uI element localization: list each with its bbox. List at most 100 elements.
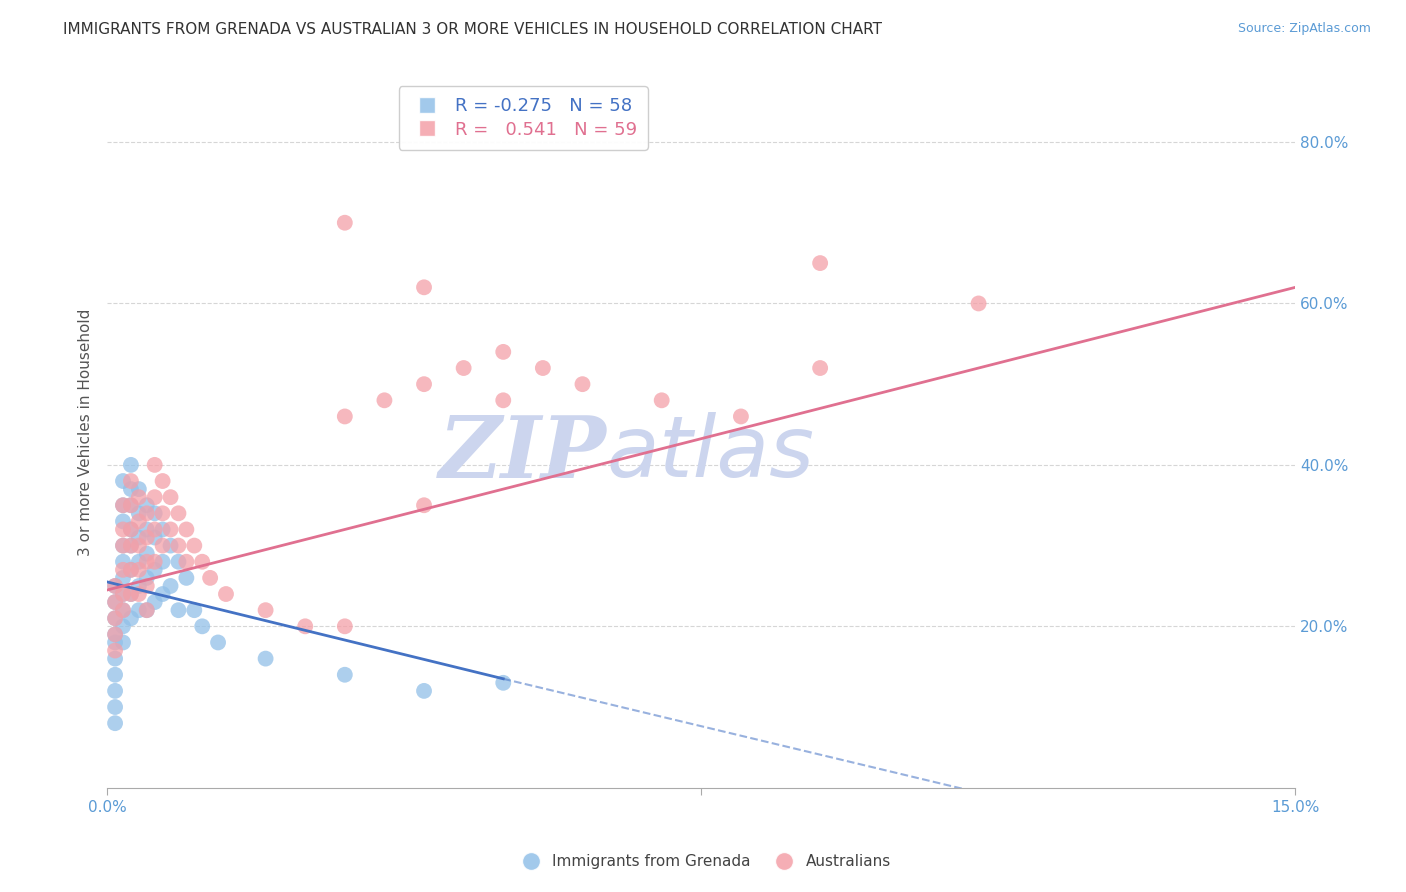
Point bbox=[120, 474, 142, 488]
Point bbox=[120, 458, 142, 472]
Point bbox=[492, 344, 515, 359]
Point bbox=[111, 587, 134, 601]
Point bbox=[120, 482, 142, 496]
Point bbox=[730, 409, 752, 424]
Point bbox=[333, 409, 356, 424]
Point bbox=[128, 539, 150, 553]
Text: Source: ZipAtlas.com: Source: ZipAtlas.com bbox=[1237, 22, 1371, 36]
Legend: Immigrants from Grenada, Australians: Immigrants from Grenada, Australians bbox=[509, 848, 897, 875]
Point bbox=[413, 377, 436, 392]
Point bbox=[128, 579, 150, 593]
Point bbox=[152, 474, 174, 488]
Point bbox=[333, 216, 356, 230]
Point bbox=[254, 651, 277, 665]
Point bbox=[492, 675, 515, 690]
Point bbox=[104, 579, 127, 593]
Point bbox=[128, 506, 150, 520]
Point bbox=[191, 555, 214, 569]
Point bbox=[143, 458, 166, 472]
Point bbox=[167, 539, 190, 553]
Point bbox=[152, 539, 174, 553]
Point bbox=[808, 361, 831, 376]
Point bbox=[143, 555, 166, 569]
Point bbox=[120, 587, 142, 601]
Point bbox=[176, 555, 198, 569]
Point bbox=[111, 498, 134, 512]
Point bbox=[120, 563, 142, 577]
Point bbox=[120, 523, 142, 537]
Point bbox=[111, 563, 134, 577]
Point bbox=[128, 490, 150, 504]
Point bbox=[453, 361, 475, 376]
Point bbox=[111, 498, 134, 512]
Point bbox=[120, 498, 142, 512]
Point bbox=[104, 716, 127, 731]
Point bbox=[104, 700, 127, 714]
Point bbox=[294, 619, 316, 633]
Point bbox=[159, 523, 181, 537]
Point bbox=[104, 635, 127, 649]
Point bbox=[104, 611, 127, 625]
Point bbox=[104, 643, 127, 657]
Y-axis label: 3 or more Vehicles in Household: 3 or more Vehicles in Household bbox=[79, 309, 93, 557]
Point bbox=[183, 539, 205, 553]
Point bbox=[152, 523, 174, 537]
Point bbox=[967, 296, 990, 310]
Point bbox=[215, 587, 238, 601]
Text: atlas: atlas bbox=[606, 412, 814, 495]
Point bbox=[111, 603, 134, 617]
Point bbox=[373, 393, 395, 408]
Point bbox=[104, 595, 127, 609]
Point bbox=[152, 555, 174, 569]
Point bbox=[111, 555, 134, 569]
Point bbox=[808, 256, 831, 270]
Point bbox=[111, 571, 134, 585]
Point bbox=[120, 498, 142, 512]
Point bbox=[128, 515, 150, 529]
Point bbox=[143, 531, 166, 545]
Point bbox=[104, 579, 127, 593]
Point bbox=[207, 635, 229, 649]
Point bbox=[135, 603, 157, 617]
Point bbox=[135, 547, 157, 561]
Point bbox=[104, 627, 127, 641]
Point bbox=[104, 595, 127, 609]
Point bbox=[120, 523, 142, 537]
Point bbox=[128, 555, 150, 569]
Point bbox=[152, 587, 174, 601]
Point bbox=[413, 684, 436, 698]
Point bbox=[143, 595, 166, 609]
Point bbox=[167, 603, 190, 617]
Point bbox=[176, 571, 198, 585]
Point bbox=[254, 603, 277, 617]
Point bbox=[128, 563, 150, 577]
Point bbox=[135, 498, 157, 512]
Point bbox=[120, 539, 142, 553]
Point bbox=[176, 523, 198, 537]
Point bbox=[111, 635, 134, 649]
Point bbox=[492, 393, 515, 408]
Point bbox=[111, 587, 134, 601]
Point bbox=[111, 515, 134, 529]
Point bbox=[143, 523, 166, 537]
Point bbox=[120, 587, 142, 601]
Point bbox=[152, 506, 174, 520]
Text: IMMIGRANTS FROM GRENADA VS AUSTRALIAN 3 OR MORE VEHICLES IN HOUSEHOLD CORRELATIO: IMMIGRANTS FROM GRENADA VS AUSTRALIAN 3 … bbox=[63, 22, 883, 37]
Point bbox=[135, 531, 157, 545]
Point bbox=[191, 619, 214, 633]
Point bbox=[135, 571, 157, 585]
Point bbox=[167, 555, 190, 569]
Point bbox=[135, 523, 157, 537]
Point bbox=[128, 587, 150, 601]
Point bbox=[135, 555, 157, 569]
Point bbox=[111, 523, 134, 537]
Legend: R = -0.275   N = 58, R =   0.541   N = 59: R = -0.275 N = 58, R = 0.541 N = 59 bbox=[398, 87, 648, 150]
Point bbox=[120, 563, 142, 577]
Point bbox=[651, 393, 673, 408]
Point bbox=[104, 667, 127, 681]
Point bbox=[111, 474, 134, 488]
Point bbox=[128, 531, 150, 545]
Point bbox=[333, 667, 356, 681]
Point bbox=[143, 563, 166, 577]
Point bbox=[531, 361, 554, 376]
